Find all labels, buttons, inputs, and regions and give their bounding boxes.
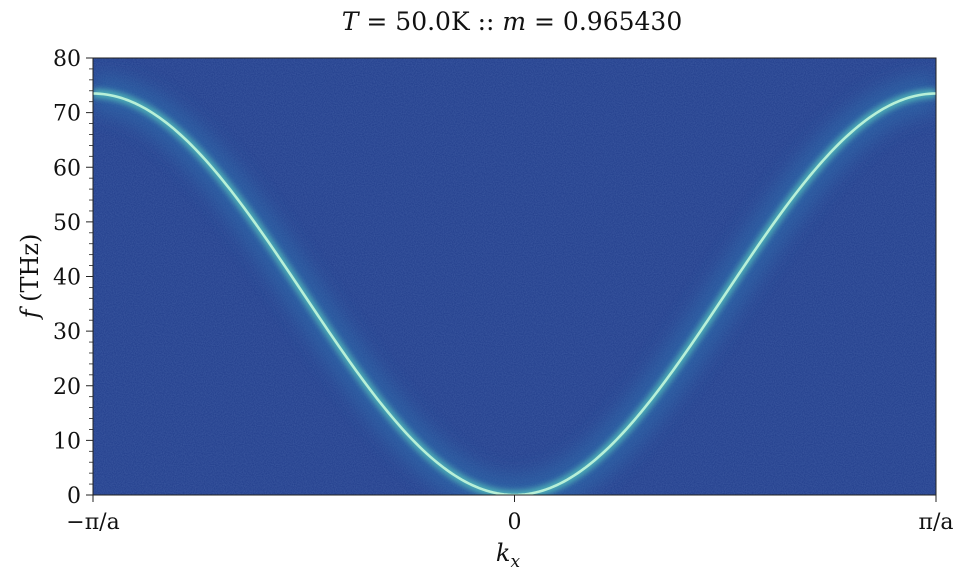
y-tick-label: 80 <box>53 47 81 72</box>
plot-area <box>93 58 936 495</box>
x-axis-label-base: k <box>496 539 511 567</box>
y-axis-label-unit: (THz) <box>16 234 44 310</box>
heatmap-noise-texture <box>93 58 936 495</box>
x-tick-label: π/a <box>919 510 954 535</box>
y-tick-label: 70 <box>53 102 81 127</box>
y-tick-label: 20 <box>53 375 81 400</box>
x-axis: −π/a 0 π/a <box>66 495 954 535</box>
y-axis: 0 10 20 30 40 50 60 70 80 <box>53 47 93 509</box>
title-magnetization-value: = 0.965430 <box>526 7 682 36</box>
dispersion-curve <box>93 92 936 495</box>
y-tick-label: 40 <box>53 266 81 291</box>
x-axis-label: kx <box>496 539 521 572</box>
y-tick-label: 10 <box>53 429 81 454</box>
title-temperature-symbol: T <box>342 7 361 36</box>
x-axis-label-subscript: x <box>510 552 520 572</box>
y-axis-label: f (THz) <box>16 234 44 321</box>
chart-title: T = 50.0K :: m = 0.965430 <box>342 7 682 36</box>
x-tick-label: 0 <box>508 510 522 535</box>
title-temperature-value: = 50.0K :: <box>358 7 502 36</box>
x-tick-label: −π/a <box>66 510 119 535</box>
y-tick-label: 50 <box>53 211 81 236</box>
y-tick-label: 30 <box>53 320 81 345</box>
title-magnetization-symbol: m <box>502 7 526 36</box>
y-tick-label: 0 <box>67 484 81 509</box>
y-tick-label: 60 <box>53 156 81 181</box>
